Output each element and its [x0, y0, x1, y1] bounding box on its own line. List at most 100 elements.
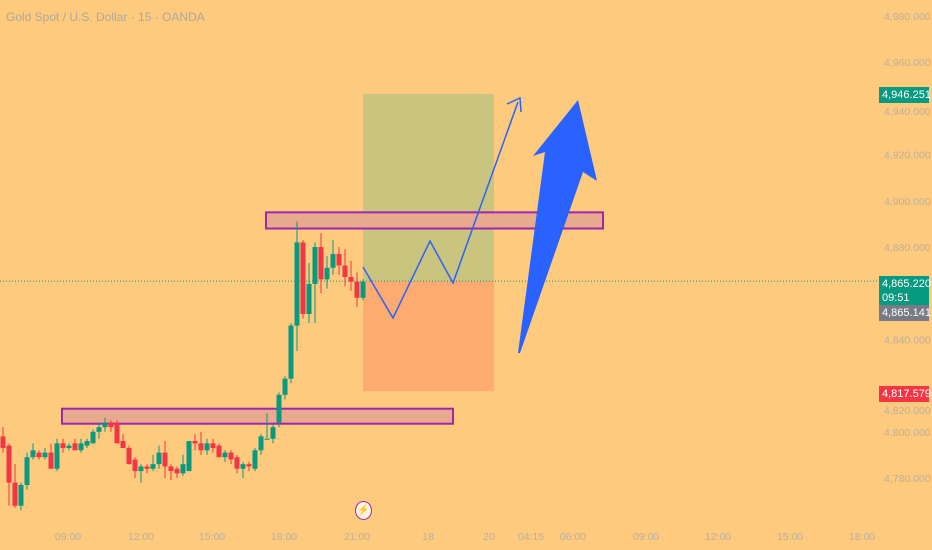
- x-tick-label: 09:00: [633, 531, 659, 543]
- candle: [60, 438, 66, 453]
- candle-body: [264, 438, 270, 440]
- candle-body: [48, 452, 54, 469]
- candle: [210, 438, 216, 453]
- candle: [174, 466, 180, 478]
- x-tick-label: 20: [483, 531, 495, 543]
- lightning-icon[interactable]: ⚡: [355, 501, 372, 520]
- candle: [12, 464, 18, 509]
- candle-body: [186, 441, 192, 472]
- candle-body: [276, 394, 282, 423]
- candle: [234, 454, 240, 474]
- candle: [84, 438, 90, 448]
- candle-body: [126, 447, 132, 465]
- candle: [30, 443, 36, 460]
- candle-body: [84, 441, 90, 446]
- candle-body: [144, 466, 150, 469]
- candle: [24, 452, 30, 490]
- support-resistance-zone: [61, 407, 454, 425]
- candle-body: [192, 441, 198, 444]
- x-tick-label: 12:00: [705, 531, 731, 543]
- candle: [156, 445, 162, 469]
- candle: [246, 461, 252, 472]
- candle-body: [330, 253, 336, 268]
- support-resistance-zone: [265, 211, 604, 230]
- target-price-tag: 4,946.251: [879, 87, 931, 103]
- y-tick-label: 4,880.000: [884, 242, 931, 254]
- candle-body: [228, 452, 234, 460]
- candle: [192, 434, 198, 451]
- candle-body: [6, 445, 12, 483]
- x-tick-label: 18:00: [849, 531, 875, 543]
- candle: [6, 443, 12, 506]
- candle: [360, 279, 366, 301]
- candle-body: [354, 281, 360, 298]
- projection-path: [362, 101, 519, 320]
- x-tick-label: 06:00: [560, 531, 586, 543]
- candle-body: [54, 443, 60, 469]
- candle: [300, 240, 306, 319]
- candle: [186, 441, 192, 472]
- candle-body: [30, 450, 36, 458]
- candle: [78, 438, 84, 453]
- candle-body: [342, 265, 348, 278]
- y-tick-label: 4,800.000: [884, 427, 931, 439]
- candle: [204, 438, 210, 455]
- candle: [198, 431, 204, 455]
- candle: [150, 454, 156, 472]
- candle-body: [318, 247, 324, 280]
- stop-price-tag: 4,817.579: [879, 386, 931, 402]
- symbol-title: Gold Spot / U.S. Dollar · 15 · OANDA: [6, 10, 205, 24]
- candle: [0, 427, 6, 453]
- candle: [108, 420, 114, 432]
- candle: [228, 450, 234, 465]
- candle: [96, 422, 102, 439]
- candle-body: [0, 436, 6, 448]
- candle-body: [12, 482, 18, 506]
- candle-body: [258, 436, 264, 451]
- candle-body: [18, 484, 24, 506]
- last-price-tag: 4,865.220 09:51: [879, 276, 931, 305]
- candle-body: [252, 450, 258, 469]
- candle-body: [348, 277, 354, 282]
- candle: [222, 450, 228, 462]
- bar-countdown: 09:51: [882, 292, 910, 304]
- candle: [336, 247, 342, 275]
- candle-body: [312, 247, 318, 284]
- candle-body: [138, 466, 144, 472]
- candle: [114, 420, 120, 444]
- y-tick-label: 4,920.000: [884, 150, 931, 162]
- y-tick-label: 4,900.000: [884, 196, 931, 208]
- x-tick-label: 04:15: [518, 531, 544, 543]
- position-profit-zone: [363, 93, 494, 282]
- x-tick-label: 21:00: [344, 531, 370, 543]
- candle-body: [180, 464, 186, 474]
- candle-body: [90, 431, 96, 444]
- candle-body: [324, 267, 330, 280]
- candle-body: [294, 242, 300, 326]
- candle: [54, 438, 60, 472]
- candle: [90, 429, 96, 444]
- candle: [276, 392, 282, 428]
- candle-body: [132, 459, 138, 472]
- candle: [252, 447, 258, 472]
- candle-body: [66, 445, 72, 448]
- candle-body: [210, 443, 216, 448]
- candle: [48, 443, 54, 469]
- candle: [162, 441, 168, 478]
- candle: [348, 260, 354, 291]
- candle: [120, 434, 126, 448]
- candle-body: [240, 464, 246, 469]
- candle-body: [60, 443, 66, 448]
- candle-body: [336, 253, 342, 266]
- candle: [318, 233, 324, 294]
- candle-body: [24, 457, 30, 485]
- x-tick-label: 09:00: [55, 531, 81, 543]
- candle: [342, 249, 348, 287]
- candle-body: [72, 443, 78, 451]
- x-tick-label: 15:00: [777, 531, 803, 543]
- candle-body: [108, 422, 114, 428]
- candle: [264, 413, 270, 440]
- candle-body: [216, 445, 222, 458]
- candle-body: [102, 422, 108, 428]
